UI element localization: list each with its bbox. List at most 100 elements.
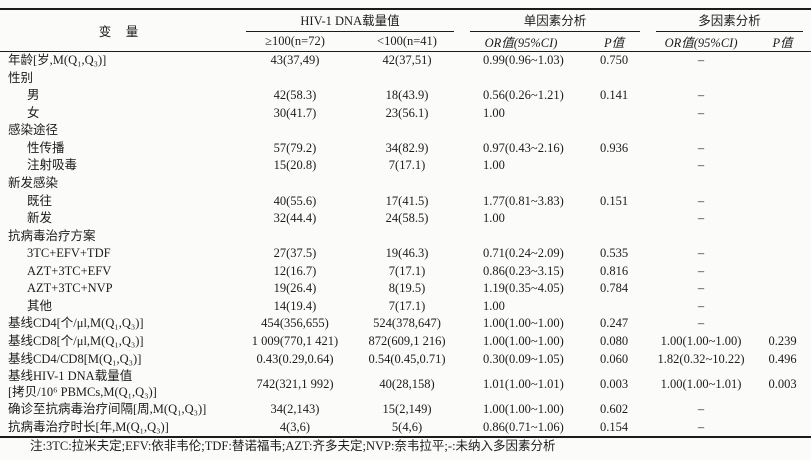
table-row: 抗病毒治疗方案	[0, 227, 811, 245]
cell: 0.151	[599, 193, 629, 208]
cell	[754, 157, 811, 175]
cell: –	[697, 211, 705, 226]
table-row: 性别	[0, 70, 811, 88]
cell: 32(44.4)	[273, 211, 317, 226]
cell: 0.54(0.45,0.71)	[368, 351, 446, 366]
cell: 0.750	[599, 53, 629, 68]
cell	[352, 70, 462, 88]
cell	[352, 175, 462, 193]
cell: 14(19.4)	[273, 298, 317, 313]
group-header-row: 变 量 HIV-1 DNA载量值 单因素分析 多因素分析	[0, 9, 811, 52]
cell	[754, 315, 811, 333]
table-row: 男 42(58.3) 18(43.9) 0.56(0.26~1.21) 0.141 –	[0, 87, 811, 105]
cell	[754, 122, 811, 140]
cell: 0.003	[599, 376, 629, 391]
cell: 57(79.2)	[273, 140, 317, 155]
row-label: 既往	[27, 193, 53, 208]
row-label: 性传播	[27, 140, 65, 155]
group-header-multivariate-analysis: 多因素分析	[648, 9, 811, 32]
cell: 1.00(1.00~1.01)	[660, 376, 742, 391]
cell	[462, 70, 580, 88]
cell	[754, 280, 811, 298]
cell	[648, 175, 754, 193]
cell	[754, 418, 811, 437]
cell	[754, 192, 811, 210]
cell: –	[697, 88, 705, 103]
cell: –	[697, 53, 705, 68]
cell: 0.060	[599, 351, 629, 366]
cell	[754, 140, 811, 158]
cell: 0.080	[599, 333, 629, 348]
cell	[238, 227, 352, 245]
cell: 1.00	[483, 298, 505, 313]
cell	[580, 227, 648, 245]
cell: 12(16.7)	[273, 263, 317, 278]
cell: 0.43(0.29,0.64)	[256, 351, 334, 366]
cell: 0.99(0.96~1.03)	[483, 53, 564, 68]
cell	[580, 298, 648, 316]
cell	[238, 70, 352, 88]
table-header: 变 量 HIV-1 DNA载量值 单因素分析 多因素分析 ≥100(n=72) …	[0, 9, 811, 52]
cell	[754, 175, 811, 193]
cell: 30(41.7)	[273, 105, 317, 120]
row-label: AZT+3TC+EFV	[27, 263, 112, 278]
cell: 1.00(1.00~1.00)	[660, 333, 742, 348]
row-label: 男	[27, 88, 40, 103]
cell: 1.82(0.32~10.22)	[657, 351, 745, 366]
row-label: 基线CD4/CD8[M(Q₁,Q₃)]	[8, 351, 142, 366]
row-label: 年龄[岁,M(Q₁,Q₃)]	[8, 53, 107, 68]
cell	[462, 122, 580, 140]
table-row: 3TC+EFV+TDF 27(37.5) 19(46.3) 0.71(0.24~2.0…	[0, 245, 811, 263]
cell: 0.936	[599, 140, 629, 155]
cell: 872(609,1 216)	[368, 333, 446, 348]
cell	[352, 227, 462, 245]
cell: 7(17.1)	[388, 298, 426, 313]
cell: 7(17.1)	[388, 263, 426, 278]
row-label: 新发	[27, 211, 53, 226]
cell: 27(37.5)	[273, 246, 317, 261]
table-row: AZT+3TC+EFV 12(16.7) 7(17.1) 0.86(0.23~3.15…	[0, 263, 811, 281]
cell: 0.784	[599, 281, 629, 296]
cell: 42(58.3)	[273, 88, 317, 103]
subheader-multivariate-or: OR值(95%CI)	[648, 32, 755, 52]
cell: 15(2,149)	[382, 402, 432, 417]
row-label: 注射吸毒	[27, 158, 78, 173]
row-label: 基线HIV-1 DNA载量值 [拷贝/10⁶ PBMCs,M(Q₁,Q₃)]	[8, 368, 157, 400]
cell: –	[697, 193, 705, 208]
row-label: 确诊至抗病毒治疗间隔[周,M(Q₁,Q₃)]	[8, 402, 207, 417]
cell: 0.247	[599, 316, 629, 331]
cell: –	[697, 298, 705, 313]
cell: 7(17.1)	[388, 158, 426, 173]
cell: 1.00	[483, 211, 505, 226]
cell: 0.816	[599, 263, 629, 278]
group-header-univariate-analysis: 单因素分析	[462, 9, 648, 32]
table-row: 基线CD4/CD8[M(Q₁,Q₃)] 0.43(0.29,0.64) 0.54(0…	[0, 350, 811, 368]
row-label: 抗病毒治疗方案	[8, 228, 96, 243]
variable-column-header: 变 量	[0, 9, 238, 52]
table-row: 性传播 57(79.2) 34(82.9) 0.97(0.43~2.16) 0.936 –	[0, 140, 811, 158]
cell: 0.30(0.09~1.05)	[483, 351, 564, 366]
cell	[648, 70, 754, 88]
cell	[352, 122, 462, 140]
cell: 1.00	[483, 105, 505, 120]
cell: 1.00(1.00~1.00)	[483, 316, 564, 331]
cell: 5(4,6)	[391, 419, 423, 434]
cell: 40(28,158)	[379, 376, 435, 391]
cell: 34(82.9)	[385, 140, 429, 155]
cell: –	[697, 316, 705, 331]
table-row: 既往 40(55.6) 17(41.5) 1.77(0.81~3.83) 0.151 –	[0, 192, 811, 210]
cell: 742(321,1 992)	[256, 376, 334, 391]
cell: 0.496	[768, 351, 797, 366]
cell: 0.97(0.43~2.16)	[483, 140, 564, 155]
cell	[238, 122, 352, 140]
group-header-hiv-dna-load: HIV-1 DNA载量值	[238, 9, 462, 32]
cell: 19(26.4)	[273, 281, 317, 296]
table-row: 感染途径	[0, 122, 811, 140]
table-row: 其他 14(19.4) 7(17.1) 1.00 –	[0, 298, 811, 316]
cell	[754, 401, 811, 419]
table-row: 基线HIV-1 DNA载量值 [拷贝/10⁶ PBMCs,M(Q₁,Q₃)] 742…	[0, 368, 811, 401]
table-row: 新发 32(44.4) 24(58.5) 1.00 –	[0, 210, 811, 228]
row-label: 感染途径	[8, 123, 59, 138]
cell: 0.141	[599, 88, 629, 103]
cell	[238, 175, 352, 193]
